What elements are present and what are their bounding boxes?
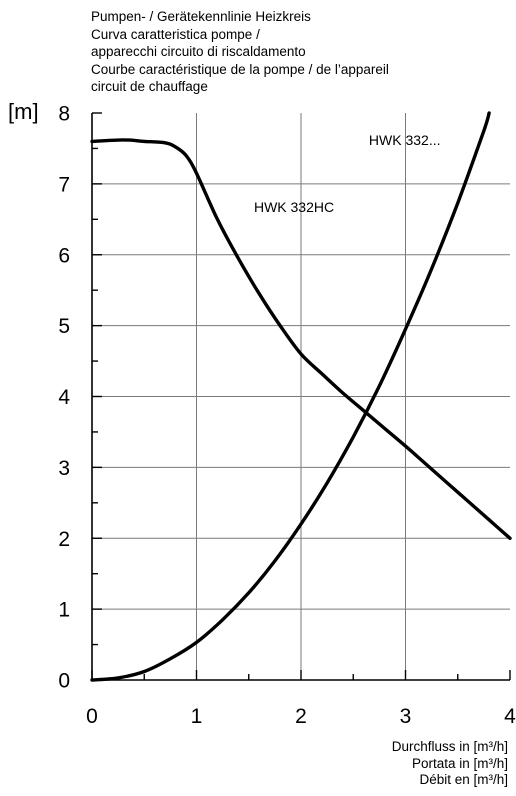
x-axis-label: Durchfluss in [m³/h] Portata in [m³/h] D… [392, 739, 508, 789]
y-axis-label: [m] [8, 99, 39, 124]
y-tick-label: 6 [58, 244, 70, 267]
series-line [90, 138, 512, 540]
title-line: Curva caratteristica pompe / [91, 26, 260, 42]
series-label: HWK 332HC [254, 199, 334, 215]
title-line: Courbe caractéristique de la pompe / de … [91, 61, 389, 77]
x-tick-label: 3 [400, 705, 412, 728]
x-tick-label: 2 [295, 705, 307, 728]
x-tick-label: 4 [504, 705, 516, 728]
x-axis-label-line: Débit en [m³/h] [419, 772, 508, 787]
chart-title: Pumpen- / Gerätekennlinie Heizkreis Curv… [91, 8, 389, 96]
y-tick-label: 4 [58, 386, 70, 409]
y-tick-label: 5 [58, 315, 70, 338]
series-line [90, 111, 491, 682]
x-axis-label-line: Durchfluss in [m³/h] [391, 739, 508, 754]
title-line: Pumpen- / Gerätekennlinie Heizkreis [91, 9, 311, 24]
y-tick-label: 0 [58, 670, 70, 693]
x-tick-label: 1 [191, 705, 203, 728]
y-tick-label: 8 [58, 103, 70, 126]
title-line: circuit de chauffage [91, 79, 208, 94]
series-label: HWK 332... [369, 132, 441, 148]
y-tick-label: 1 [58, 599, 70, 622]
x-axis-label-line: Portata in [m³/h] [411, 755, 508, 771]
x-tick-label: 0 [86, 705, 98, 728]
y-tick-label: 3 [58, 457, 70, 480]
y-tick-label: 7 [58, 173, 70, 196]
y-tick-label: 2 [58, 528, 70, 551]
title-line: apparecchi circuito di riscaldamento [91, 44, 306, 59]
